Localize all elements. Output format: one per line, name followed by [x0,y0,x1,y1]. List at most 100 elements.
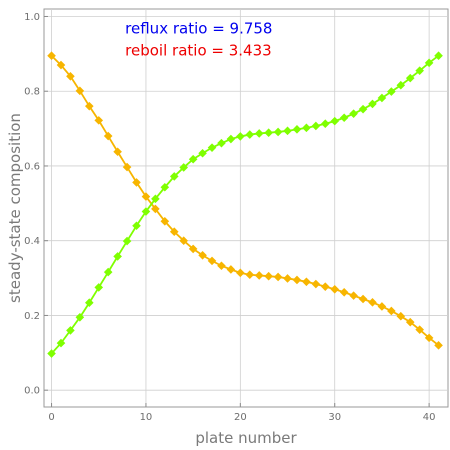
data-point-vapor-composition [415,66,424,75]
data-point-liquid-composition [198,250,207,260]
reboil-ratio-annotation: reboil ratio = 3.433 [125,41,271,59]
data-point-vapor-composition [273,127,283,137]
data-point-liquid-composition [75,86,85,96]
data-point-liquid-composition [245,270,255,280]
data-point-liquid-composition [377,302,387,311]
data-point-liquid-composition [56,60,66,70]
data-point-liquid-composition [311,279,321,289]
data-point-vapor-composition [283,126,292,136]
y-axis-label: steady-state composition [6,113,24,303]
data-point-vapor-composition [264,128,273,137]
data-point-liquid-composition [179,236,189,245]
axis-ticks: 0 10 20 30 40 0.0 0.2 0.4 0.6 0.8 1.0 [24,12,435,423]
grid-lines [44,9,448,407]
data-point-vapor-composition [113,252,122,261]
data-point-vapor-composition [339,113,349,123]
data-point-liquid-composition [151,204,160,214]
data-point-liquid-composition [320,282,330,291]
data-point-liquid-composition [292,275,302,285]
data-point-liquid-composition [141,192,151,201]
data-point-liquid-composition [283,274,292,283]
data-point-liquid-composition [66,71,75,81]
x-tick-label: 10 [140,412,153,423]
data-point-liquid-composition [113,147,122,157]
x-tick-label: 40 [423,412,436,423]
data-point-vapor-composition [226,134,236,144]
data-point-vapor-composition [94,283,104,292]
data-point-liquid-composition [169,227,179,237]
data-point-liquid-composition [396,311,406,321]
data-point-liquid-composition [349,291,358,300]
data-point-vapor-composition [217,138,226,148]
data-point-liquid-composition [103,131,113,141]
data-point-liquid-composition [122,162,132,172]
data-point-vapor-composition [311,121,321,131]
y-tick-label: 0.6 [24,161,40,172]
data-point-vapor-composition [236,132,245,141]
data-point-vapor-composition [198,148,207,158]
data-point-liquid-composition [339,287,349,297]
data-point-liquid-composition [368,298,377,307]
data-point-liquid-composition [85,101,94,111]
data-point-vapor-composition [207,143,217,152]
x-tick-label: 20 [234,412,247,423]
data-point-liquid-composition [226,265,236,274]
data-point-liquid-composition [387,306,396,316]
data-point-liquid-composition [302,277,311,287]
y-tick-label: 0.0 [24,386,40,397]
data-point-vapor-composition [254,129,264,138]
data-point-liquid-composition [415,325,424,334]
data-point-liquid-composition [264,271,273,281]
data-point-vapor-composition [349,109,358,118]
data-point-vapor-composition [141,207,151,216]
x-tick-label: 30 [328,412,341,423]
data-point-liquid-composition [434,341,443,350]
data-point-vapor-composition [160,182,170,192]
data-point-liquid-composition [358,294,368,304]
data-point-liquid-composition [132,178,141,187]
data-point-vapor-composition [75,313,85,322]
y-tick-label: 0.4 [24,236,40,247]
data-point-liquid-composition [188,244,198,254]
data-point-liquid-composition [217,261,226,271]
data-point-liquid-composition [160,216,170,226]
data-point-vapor-composition [320,119,330,129]
y-tick-label: 1.0 [24,12,40,23]
data-point-liquid-composition [330,284,340,294]
data-point-liquid-composition [254,271,264,280]
data-point-liquid-composition [47,51,56,61]
data-point-vapor-composition [302,123,311,133]
data-point-vapor-composition [179,163,189,172]
data-point-vapor-composition [405,73,415,83]
data-markers [47,51,443,358]
data-point-vapor-composition [132,221,141,231]
plot-frame [43,8,449,408]
data-point-vapor-composition [434,51,443,61]
data-point-vapor-composition [103,267,113,277]
data-point-vapor-composition [377,93,387,103]
data-point-vapor-composition [188,154,198,164]
data-point-liquid-composition [236,268,245,278]
data-point-vapor-composition [85,298,94,308]
y-tick-label: 0.2 [24,311,40,322]
data-point-liquid-composition [273,272,283,282]
data-point-vapor-composition [47,349,56,358]
data-point-vapor-composition [292,125,302,134]
data-point-vapor-composition [245,130,255,139]
y-tick-label: 0.8 [24,87,40,98]
x-tick-label: 0 [48,412,54,423]
data-point-liquid-composition [405,317,415,327]
reflux-ratio-annotation: reflux ratio = 9.758 [125,19,272,37]
data-point-vapor-composition [56,338,66,348]
data-point-vapor-composition [169,172,179,181]
data-point-vapor-composition [122,236,132,246]
data-point-liquid-composition [94,116,104,125]
data-point-vapor-composition [368,99,377,109]
data-point-vapor-composition [330,116,340,126]
data-point-vapor-composition [66,326,75,335]
x-axis-label: plate number [195,429,297,447]
data-point-vapor-composition [151,194,160,204]
data-point-vapor-composition [396,80,406,90]
